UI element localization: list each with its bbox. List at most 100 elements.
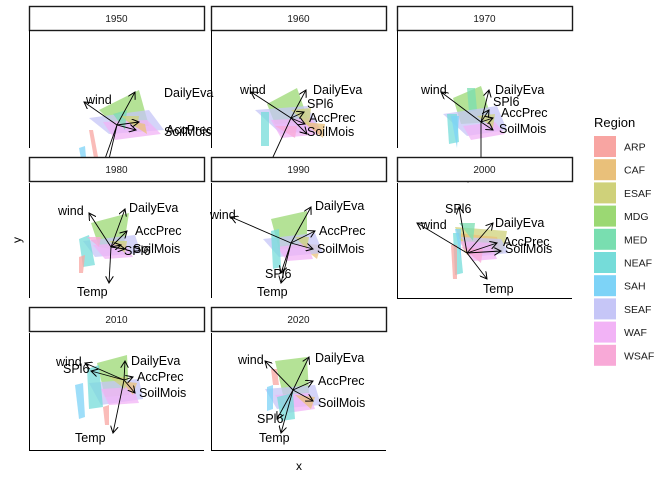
- variable-label-wind: wind: [85, 93, 112, 107]
- facet-strip: 2020: [210, 306, 388, 333]
- variable-label-wind: wind: [239, 83, 266, 97]
- loading-arrow-wind: [84, 102, 118, 126]
- loading-arrows: [89, 209, 127, 283]
- hull-neaf: [271, 229, 281, 269]
- loading-arrow-wind: [251, 92, 292, 119]
- hull-caf: [303, 122, 325, 138]
- loading-arrow-temp: [466, 252, 487, 279]
- variable-label-dailyeva: DailyEva: [315, 351, 364, 365]
- strip-background: [396, 5, 574, 32]
- facet-strip: 2000: [396, 156, 574, 183]
- legend-swatch: [594, 228, 616, 250]
- legend-item-seaf: SEAF: [594, 298, 651, 320]
- legend-label: NEAF: [624, 258, 652, 270]
- legend-swatch: [594, 344, 616, 366]
- legend-swatch: [594, 182, 616, 204]
- variable-label-accprec: AccPrec: [309, 111, 356, 125]
- strip-label: 1980: [105, 165, 128, 176]
- loading-arrow-accprec: [290, 231, 315, 244]
- variable-label-accprec: AccPrec: [135, 224, 182, 238]
- strip-label: 1960: [287, 14, 310, 25]
- legend-label: ESAF: [624, 188, 651, 200]
- legend-item-waf: WAF: [594, 321, 647, 343]
- loading-arrow-soilmois: [466, 251, 501, 253]
- facet-panel-1950: 1950windDailyEvaAccPrecSoilMoisSPl6Temp: [28, 5, 213, 177]
- strip-background: [210, 306, 388, 333]
- variable-label-dailyeva: DailyEva: [495, 83, 544, 97]
- loading-arrow-temp: [281, 389, 294, 433]
- variable-label-dailyeva: DailyEva: [129, 201, 178, 215]
- loading-arrow-wind: [89, 213, 112, 248]
- variable-label-temp: Temp: [483, 282, 514, 296]
- variable-label-wind: wind: [57, 204, 84, 218]
- strip-label: 1990: [287, 165, 310, 176]
- hull-waf: [463, 122, 505, 140]
- hull-wsaf: [87, 237, 101, 247]
- loading-arrow-accprec: [116, 122, 139, 125]
- variable-label-spl6: SPl6: [493, 95, 519, 109]
- variable-labels: windDailyEvaSPl6AccPrecSoilMoisTemp: [239, 83, 362, 182]
- loading-arrows: [441, 90, 493, 170]
- variable-label-soilmois: SoilMois: [133, 242, 180, 256]
- loading-arrows: [265, 357, 313, 433]
- variable-label-spl6: SPl6: [257, 412, 283, 426]
- variable-label-accprec: AccPrec: [137, 370, 184, 384]
- loading-arrow-soilmois: [290, 242, 313, 249]
- legend-item-arp: ARP: [594, 136, 646, 157]
- legend-swatch: [594, 136, 616, 157]
- loading-arrow-wind: [441, 92, 482, 123]
- loading-arrow-dailyeva: [290, 90, 306, 119]
- variable-label-wind: wind: [420, 83, 447, 97]
- hull-sah: [267, 385, 273, 411]
- legend-label: SAH: [624, 281, 646, 293]
- variable-labels: wind DailyEva AccPrec SoilMois SPl6 Temp: [209, 199, 366, 299]
- loading-arrow-temp: [281, 242, 292, 283]
- hull-arp: [451, 245, 457, 279]
- hull-arp: [79, 255, 85, 273]
- variable-label-soilmois: SoilMois: [317, 242, 364, 256]
- hull-sah: [451, 116, 459, 148]
- variable-label-soilmois: SoilMois: [499, 122, 546, 136]
- legend: Region ARP CAF ESAF MDG MED NEAF SAH SEAF WAF WSA…: [594, 115, 654, 366]
- legend-title: Region: [594, 115, 635, 130]
- loading-arrow-accprec: [292, 381, 313, 391]
- legend-label: MDG: [624, 211, 649, 223]
- loading-arrow-spl6: [290, 112, 304, 118]
- legend-swatch: [594, 159, 616, 181]
- legend-swatch: [594, 275, 616, 297]
- strip-background: [210, 156, 388, 183]
- variable-label-spl6: SPl6: [265, 267, 291, 281]
- legend-label: SEAF: [624, 304, 651, 316]
- facet-panel-1970: 1970windDailyEvaSPl6AccPrecSoilMoisTemp: [396, 5, 574, 183]
- strip-background: [28, 306, 206, 333]
- variable-label-wind: wind: [237, 353, 264, 367]
- strip-label: 1970: [473, 14, 496, 25]
- loading-arrows: [417, 207, 501, 279]
- strip-background: [28, 5, 206, 32]
- variable-label-temp: Temp: [257, 285, 288, 299]
- loading-arrow-soilmois: [123, 379, 135, 393]
- legend-swatch: [594, 298, 616, 320]
- loading-arrow-accprec: [466, 243, 497, 254]
- loading-arrow-dailyeva: [466, 223, 493, 254]
- hull-med: [467, 88, 477, 112]
- hull-sah: [75, 383, 85, 419]
- variable-label-accprec: AccPrec: [503, 235, 550, 249]
- loading-arrow-soilmois: [290, 117, 307, 134]
- loading-arrow-dailyeva: [124, 361, 125, 381]
- legend-item-esaf: ESAF: [594, 182, 651, 204]
- legend-item-sah: SAH: [594, 275, 646, 297]
- variable-label-spl6: SPl6: [124, 244, 150, 258]
- legend-item-wsaf: WSAF: [594, 344, 654, 366]
- loading-arrow-accprec: [480, 118, 493, 122]
- loading-arrow-spl6: [480, 110, 489, 123]
- strip-label: 2020: [287, 315, 310, 326]
- variable-label-spl6: SPl6: [63, 362, 89, 376]
- variable-label-soilmois: SoilMois: [164, 125, 211, 139]
- variable-label-spl6: SPl6: [445, 202, 471, 216]
- legend-item-mdg: MDG: [594, 205, 649, 227]
